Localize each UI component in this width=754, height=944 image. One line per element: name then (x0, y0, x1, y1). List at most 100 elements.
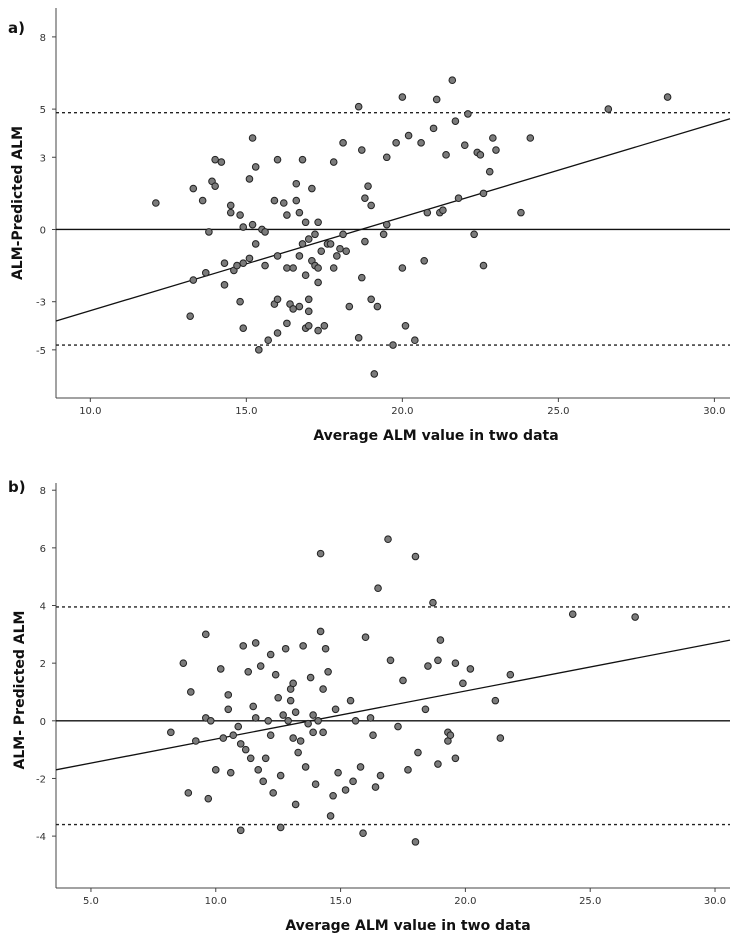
panel-b-data-point (294, 748, 302, 757)
panel-b-y-tick-label: -2 (36, 774, 46, 785)
panel-a-x-tick-label: 15.0 (235, 406, 257, 417)
panel-a-data-point (304, 321, 313, 330)
panel-a-data-point (423, 208, 432, 217)
panel-b-data-point (349, 777, 357, 786)
panel-b-data-point (424, 662, 432, 670)
panel-b-label: b) (8, 478, 26, 496)
panel-b-data-point (259, 777, 267, 786)
panel-a-data-point (417, 139, 425, 147)
panel-a-data-point (361, 194, 369, 202)
panel-b-data-point (274, 693, 282, 702)
panel-a-data-point (320, 321, 329, 330)
panel-a-data-point (251, 163, 260, 171)
panel-b-data-point (451, 754, 460, 763)
panel-a-data-point (382, 220, 391, 229)
panel-a-data-point (357, 146, 366, 154)
panel-a-data-point (451, 117, 460, 125)
panel-a-data-point (479, 261, 488, 270)
panel-b-data-point (296, 737, 305, 745)
panel-a-data-point (198, 196, 207, 205)
panel-a-data-point (314, 264, 322, 272)
panel-b-y-tick-label: 6 (40, 544, 46, 555)
panel-a-data-point (604, 105, 613, 113)
panel-b-data-point (261, 754, 270, 763)
panel-a-data-point (226, 208, 235, 217)
panel-b-data-point (319, 685, 327, 693)
panel-a-data-point (526, 134, 535, 142)
panel-a-data-point (342, 247, 350, 255)
panel-a-data-point (454, 194, 463, 202)
panel-b-x-tick-label: 15.0 (329, 896, 351, 907)
panel-b-data-point (369, 731, 377, 740)
panel-a-data-point (489, 134, 497, 142)
panel-a-data-point (345, 302, 354, 311)
panel-a-data-point (420, 256, 429, 265)
panel-b-data-point (359, 829, 367, 838)
panel-a-data-point (292, 179, 301, 188)
panel-b-data-point (236, 740, 245, 748)
panel-b-data-point (226, 768, 235, 777)
panel-b-data-point (311, 780, 320, 789)
panel-b-data-point (284, 717, 292, 725)
panel-b-data-point (314, 717, 322, 725)
panel-a-data-point (464, 110, 472, 118)
panel-a-data-point (392, 139, 400, 147)
panel-a-data-point (236, 211, 244, 219)
panel-a-data-point (226, 201, 235, 210)
panel-b-data-point (414, 748, 422, 757)
panel-b-y-axis-title: ALM- Predicted ALM (12, 611, 28, 770)
panel-a-data-point (333, 252, 341, 260)
panel-a-data-point (211, 182, 219, 190)
panel-b-data-point (399, 676, 407, 685)
panel-b-data-point (276, 823, 285, 832)
panel-a-data-point (373, 302, 382, 311)
panel-b-x-tick-label: 30.0 (704, 896, 726, 907)
panel-b-y-tick-label: 4 (40, 602, 46, 613)
panel-a-data-point (270, 196, 279, 205)
panel-a-data-point (189, 276, 198, 284)
panel-a-data-point (292, 196, 301, 205)
panel-a-data-point (329, 264, 338, 272)
panel-b-data-point (241, 745, 250, 754)
panel-a-data-point (411, 336, 419, 345)
panel-b-data-point (236, 826, 245, 835)
panel-b-data-point (466, 665, 475, 673)
panel-a-data-point (357, 273, 366, 282)
panel-a-data-point (295, 252, 304, 260)
panel-b-data-point (316, 627, 325, 636)
panel-a-y-tick-label: 3 (40, 153, 46, 164)
panel-a-data-point (379, 230, 388, 239)
panel-b-data-point (269, 789, 277, 797)
panel-a-data-point (273, 295, 282, 304)
panel-a-data-point (311, 230, 319, 239)
panel-b-data-point (167, 728, 175, 737)
panel-b-data-point (384, 535, 392, 544)
panel-b-data-point (434, 760, 442, 768)
panel-b-y-tick-label: 8 (40, 486, 46, 497)
panel-a-data-point (314, 326, 322, 335)
panel-a-data-point (289, 264, 297, 272)
panel-a-data-point (429, 124, 438, 133)
panel-b-y-tick-label: -4 (36, 832, 46, 843)
panel-b-data-point (184, 789, 193, 797)
panel-a-data-point (239, 324, 248, 332)
panel-b-x-tick-label: 10.0 (205, 896, 227, 907)
panel-a-data-point (273, 155, 282, 164)
panel-a-data-point (448, 76, 457, 85)
panel-a-data-point (517, 208, 525, 217)
panel-b-chart: b) Average ALM value in two data ALM- Pr… (8, 478, 731, 934)
panel-a-data-point (261, 228, 269, 236)
panel-b-y-tick-label: 0 (40, 717, 46, 728)
panel-b-data-point (219, 734, 228, 742)
panel-b-data-point (271, 670, 280, 679)
panel-a-data-point (485, 167, 494, 176)
panel-b-data-point (374, 584, 382, 593)
panel-a-data-point (211, 155, 219, 164)
panel-a-data-point (439, 206, 447, 215)
panel-a-data-point (304, 295, 313, 304)
panel-b-data-point (304, 719, 312, 728)
panel-a-data-point (398, 264, 407, 272)
panel-b-data-point (251, 714, 260, 722)
panel-b-data-point (251, 639, 260, 647)
panel-a-data-point (367, 295, 375, 304)
